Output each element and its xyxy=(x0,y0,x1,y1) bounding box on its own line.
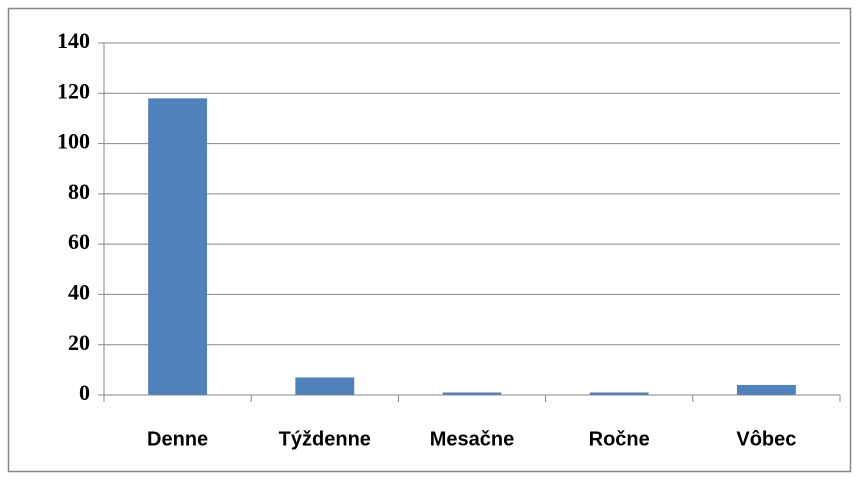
bar xyxy=(148,98,208,396)
y-tick-label: 40 xyxy=(68,279,90,304)
chart-frame xyxy=(7,7,852,473)
bar xyxy=(442,392,502,395)
y-tick-label: 20 xyxy=(68,330,90,355)
bar xyxy=(589,392,649,395)
x-tick-label: Ročne xyxy=(589,428,650,450)
y-tick-label: 120 xyxy=(57,78,90,103)
x-tick-label: Týždenne xyxy=(279,428,371,450)
bar xyxy=(295,377,355,395)
y-tick-label: 0 xyxy=(79,380,90,405)
y-tick-label: 60 xyxy=(68,229,90,254)
y-tick-label: 80 xyxy=(68,179,90,204)
x-tick-label: Vôbec xyxy=(736,428,796,450)
y-tick-label: 100 xyxy=(57,129,90,154)
x-tick-label: Mesačne xyxy=(430,428,515,450)
x-tick-label: Denne xyxy=(147,428,208,450)
y-tick-label: 140 xyxy=(57,28,90,53)
bar xyxy=(736,384,796,395)
